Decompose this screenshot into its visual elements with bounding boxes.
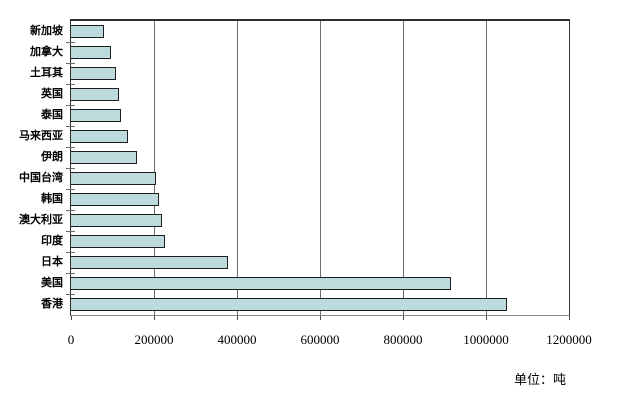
bar xyxy=(71,235,165,248)
value-axis-tick xyxy=(403,316,404,320)
value-axis-label: 600000 xyxy=(300,332,340,347)
bar xyxy=(71,25,104,38)
value-axis-tick xyxy=(569,316,570,320)
category-tick xyxy=(66,294,75,295)
gridline xyxy=(237,21,238,315)
gridline xyxy=(486,21,487,315)
category-label: 泰国 xyxy=(41,109,63,121)
category-tick xyxy=(66,252,75,253)
category-label: 韩国 xyxy=(41,193,63,205)
bar xyxy=(71,277,451,290)
category-tick xyxy=(66,168,75,169)
category-tick xyxy=(66,147,75,148)
bar xyxy=(71,214,162,227)
category-tick xyxy=(66,189,75,190)
category-tick xyxy=(66,84,75,85)
value-axis-tick xyxy=(154,316,155,320)
bar xyxy=(71,151,137,164)
category-label: 香港 xyxy=(41,298,63,310)
category-label: 英国 xyxy=(41,88,63,100)
bar xyxy=(71,46,111,59)
bar xyxy=(71,67,116,80)
bar xyxy=(71,88,119,101)
value-axis-label: 800000 xyxy=(383,332,423,347)
category-label: 马来西亚 xyxy=(19,130,63,142)
category-label: 日本 xyxy=(41,256,63,268)
category-axis: 新加坡加拿大土耳其英国泰国马来西亚伊朗中国台湾韩国澳大利亚印度日本美国香港 xyxy=(0,21,63,315)
value-axis-label: 1200000 xyxy=(546,332,592,347)
gridline xyxy=(320,21,321,315)
bar xyxy=(71,298,507,311)
gridline xyxy=(154,21,155,315)
category-label: 中国台湾 xyxy=(19,172,63,184)
value-axis-tick xyxy=(71,316,72,320)
bar xyxy=(71,130,128,143)
unit-label: 单位：吨 xyxy=(514,372,567,387)
category-label: 伊朗 xyxy=(41,151,63,163)
value-axis-label: 200000 xyxy=(134,332,174,347)
bar xyxy=(71,193,159,206)
category-label: 美国 xyxy=(41,277,63,289)
value-axis-tick xyxy=(486,316,487,320)
bar xyxy=(71,109,121,122)
value-axis-tick xyxy=(320,316,321,320)
gridline xyxy=(403,21,404,315)
bar xyxy=(71,172,156,185)
category-tick xyxy=(66,126,75,127)
category-label: 土耳其 xyxy=(30,67,63,79)
category-tick xyxy=(66,105,75,106)
category-tick xyxy=(66,63,75,64)
value-axis-ticks xyxy=(0,316,620,321)
value-axis-label: 1000000 xyxy=(463,332,509,347)
value-axis-tick xyxy=(237,316,238,320)
category-tick xyxy=(66,210,75,211)
category-tick xyxy=(66,273,75,274)
value-axis-labels: 0 200000 400000 600000 800000 1000000 1200000 xyxy=(0,332,620,350)
category-tick xyxy=(66,231,75,232)
category-tick xyxy=(66,42,75,43)
value-axis-label: 0 xyxy=(67,332,75,347)
category-label: 加拿大 xyxy=(30,46,63,58)
category-label: 澳大利亚 xyxy=(19,214,63,226)
category-label: 印度 xyxy=(41,235,63,247)
value-axis-label: 400000 xyxy=(217,332,257,347)
category-label: 新加坡 xyxy=(30,25,63,37)
plot-area xyxy=(66,19,570,316)
bar xyxy=(71,256,228,269)
